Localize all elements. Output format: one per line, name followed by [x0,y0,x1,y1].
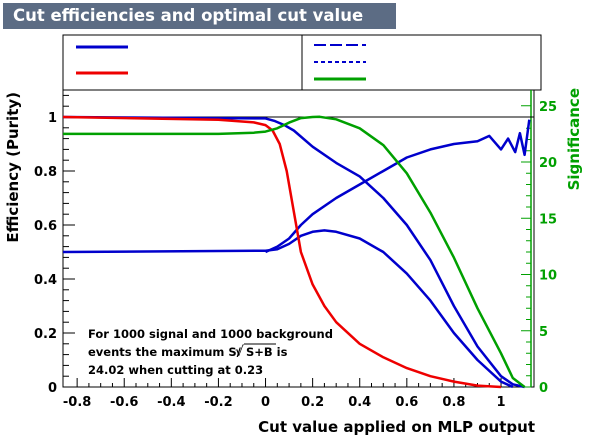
annotation-line-3: 24.02 when cutting at 0.23 [88,363,263,377]
y-axis-label: Efficiency (Purity) [4,92,22,243]
annotation-line-2: events the maximum S/ [88,345,242,359]
series-line-4 [62,115,502,389]
series-line-5 [63,115,526,388]
right-tick-label: 10 [539,269,557,284]
y-tick-label: 0 [48,381,57,396]
right-tick-label: 25 [539,100,557,115]
x-tick-label: 1 [497,395,506,410]
right-tick-label: 5 [539,325,548,340]
curves [62,115,531,389]
annotation-line-2-tail: S+B is [246,345,288,359]
right-axis-ticks: 0 5 10 15 20 25 [521,100,557,396]
right-tick-label: 15 [539,212,557,227]
x-tick-label: -0.6 [110,395,138,410]
y-axis-ticks: 0 0.2 0.4 0.6 0.8 1 [34,94,75,396]
y-tick-label: 0.2 [34,327,57,342]
x-tick-label: -0.8 [63,395,91,410]
x-tick-label: 0.8 [442,395,465,410]
x-tick-label: -0.2 [204,395,232,410]
y-tick-label: 0.4 [34,273,57,288]
right-tick-label: 0 [539,381,548,396]
x-tick-label: 0.4 [348,395,371,410]
annotation-line-1: For 1000 signal and 1000 background [88,327,333,341]
right-axis-label: Significance [565,88,583,190]
x-axis-label: Cut value applied on MLP output [258,418,535,436]
plot-frame [62,89,535,388]
series-line-1 [62,115,525,389]
x-tick-label: 0.6 [395,395,418,410]
chart-title: Cut efficiencies and optimal cut value [13,6,364,25]
y-tick-label: 1 [48,111,57,126]
x-tick-label: 0 [261,395,270,410]
title-box: Cut efficiencies and optimal cut value [3,3,396,29]
series-line-2 [62,229,514,389]
y-tick-label: 0.8 [34,165,57,180]
x-axis-ticks: -0.8 -0.6 -0.4 -0.2 0 0.2 0.4 0.6 0.8 1 [63,378,506,410]
y-tick-label: 0.6 [34,219,57,234]
right-tick-label: 20 [539,156,557,171]
series-line-3 [264,119,531,254]
x-tick-label: 0.2 [301,395,324,410]
annotation-sqrt-sign: √ [235,344,244,360]
x-tick-label: -0.4 [157,395,185,410]
legend [62,34,542,91]
